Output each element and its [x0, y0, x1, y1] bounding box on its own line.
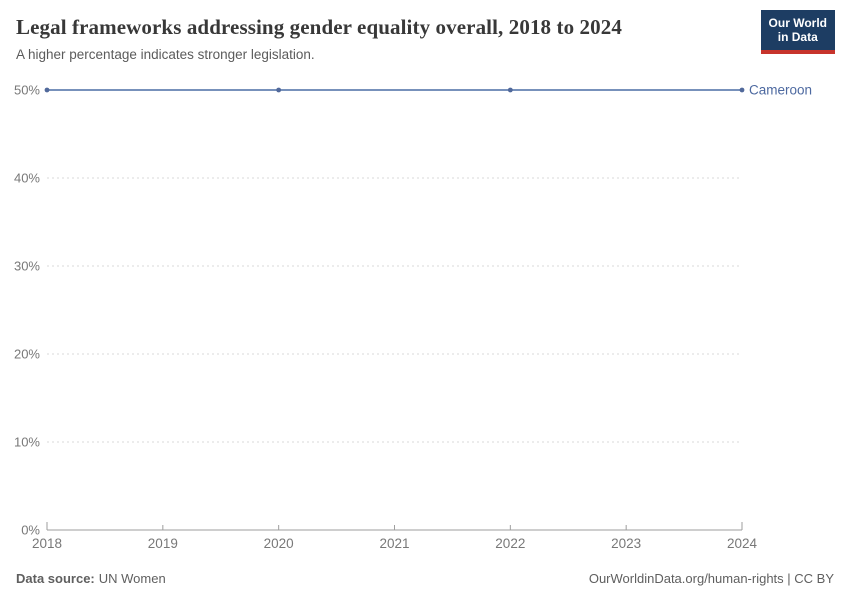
- owid-logo: Our World in Data: [760, 10, 835, 54]
- page-title: Legal frameworks addressing gender equal…: [16, 15, 622, 39]
- y-tick-label: 0%: [21, 523, 40, 538]
- data-point: [44, 87, 50, 93]
- data-point: [507, 87, 513, 93]
- data-point: [739, 87, 745, 93]
- y-tick-label: 40%: [14, 171, 40, 186]
- y-tick-label: 20%: [14, 347, 40, 362]
- y-tick-label: 30%: [14, 259, 40, 274]
- data-source-label: Data source:: [16, 570, 95, 586]
- x-tick-label: 2022: [495, 536, 525, 551]
- y-tick-label: 50%: [14, 83, 40, 98]
- x-tick-label: 2018: [32, 536, 62, 551]
- attribution-text: OurWorldinData.org/human-rights | CC BY: [588, 570, 834, 586]
- x-tick-label: 2023: [611, 536, 641, 551]
- x-tick-label: 2020: [264, 536, 294, 551]
- chart-header: Legal frameworks addressing gender equal…: [16, 14, 758, 64]
- owid-logo-line1: Our World: [768, 16, 827, 30]
- x-tick-label: 2019: [148, 536, 178, 551]
- data-source-value: UN Women: [98, 570, 166, 586]
- data-point: [276, 87, 282, 93]
- chart-footer: Data source: UN Women OurWorldinData.org…: [16, 569, 834, 587]
- x-tick-label: 2024: [727, 536, 758, 551]
- x-tick-label: 2021: [379, 536, 409, 551]
- y-tick-label: 10%: [14, 435, 40, 450]
- data-source: Data source: UN Women: [16, 571, 166, 586]
- series-end-label: Cameroon: [749, 83, 812, 98]
- owid-logo-line2: in Data: [777, 30, 818, 45]
- chart-subtitle: A higher percentage indicates stronger l…: [16, 47, 315, 63]
